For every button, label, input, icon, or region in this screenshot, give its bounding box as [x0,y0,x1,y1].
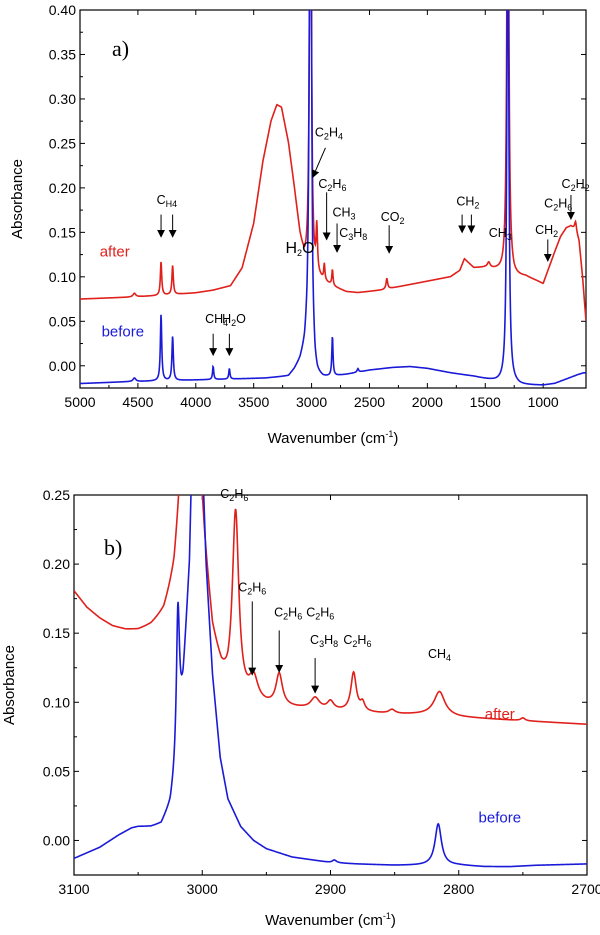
series-label-before: before [102,323,145,340]
y-tick-label: 0.25 [49,135,76,151]
annotation-label: H2O [285,240,314,258]
y-tick-label: 0.15 [43,625,70,641]
annotation-label: CO2 [381,210,405,226]
annotation-label: C3H8 [339,226,367,242]
annotation-label: C2H6 [343,633,371,649]
series-line-after [80,10,586,322]
x-tick-label: 5000 [64,394,95,410]
y-axis-label: Absorbance [1,645,18,725]
annotation-label: C2H2 [562,177,590,193]
x-tick-label: 4500 [122,394,153,410]
y-tick-label: 0.35 [49,46,76,62]
x-tick-label: 2500 [354,394,385,410]
y-tick-label: 0.00 [43,832,70,848]
x-tick-label: 3100 [58,881,89,897]
annotation-label: CH2 [456,195,479,211]
y-tick-label: 0.40 [49,2,76,18]
x-tick-label: 1000 [528,394,559,410]
annotation-label: C2H6 [238,581,266,597]
annotation-label: CH3 [332,205,355,221]
plot-area [74,495,587,868]
y-tick-label: 0.10 [49,269,76,285]
x-axis-label: Wavenumber (cm-1) [265,911,396,929]
series-line-after [74,495,587,726]
y-tick-label: 0.20 [43,556,70,572]
annotation-label: CH4 [205,312,228,328]
annotation-label: C3H8 [310,633,338,649]
x-tick-label: 3500 [238,394,269,410]
annotation-label: C2H6 [544,196,572,212]
y-tick-label: 0.05 [43,763,70,779]
y-tick-label: 0.00 [49,358,76,374]
series-label-before: before [479,809,522,826]
y-tick-label: 0.20 [49,180,76,196]
panel-label: b) [104,535,122,560]
x-tick-label: 2900 [315,881,346,897]
series-line-before [74,495,587,868]
y-tick-label: 0.25 [43,487,70,503]
plot-area [80,10,586,386]
panel-label: a) [112,36,129,61]
series-label-after: after [485,706,515,723]
chart-panel-b: 3100 3000 2900 2800 2700 0.00 0.05 0.10 0.15 0.20… [1,487,600,929]
y-tick-label: 0.15 [49,224,76,240]
x-tick-label: 3000 [296,394,327,410]
series-label-after: after [100,243,130,260]
x-tick-label: 3000 [187,881,218,897]
annotation-label: C2H6 [220,487,248,503]
x-tick-label: 4000 [180,394,211,410]
annotation-label: CH4 [157,193,178,209]
series-line-before [80,10,586,386]
annotation-label: CH4 [428,647,451,663]
annotation-label: CH2 [535,223,558,239]
annotation-label: C2H4 [315,125,343,141]
plot-frame [79,9,587,389]
annotation-label: C2H6 [318,177,346,193]
x-tick-label: 2700 [571,881,600,897]
x-tick-label: 2800 [443,881,474,897]
chart-panel-a: 5000 4500 4000 3500 3000 2500 2000 1500 1000 0.00… [9,2,590,447]
y-tick-label: 0.30 [49,91,76,107]
y-tick-label: 0.10 [43,694,70,710]
annotation-arrow [311,147,326,179]
annotation-label: C2H6 [274,606,302,622]
x-axis-label: Wavenumber (cm-1) [268,429,399,447]
y-tick-label: 0.05 [49,313,76,329]
annotation-label: C2H6 [306,606,334,622]
annotation-label: H2O [222,312,246,328]
x-tick-label: 2000 [412,394,443,410]
annotation-label: CH3 [489,226,512,242]
x-tick-label: 1500 [470,394,501,410]
y-axis-label: Absorbance [9,159,26,239]
